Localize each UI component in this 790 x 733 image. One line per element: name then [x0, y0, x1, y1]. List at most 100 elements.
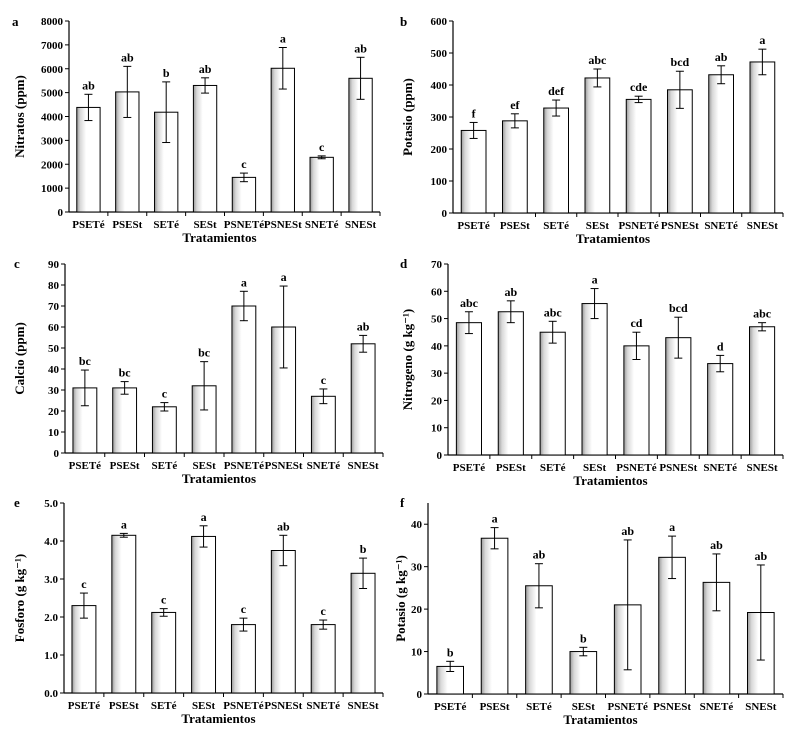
error-bar [490, 527, 499, 550]
x-tick-label: SETé [543, 220, 569, 232]
panel-c: c 0 10 20 30 40 50 60 70 80 90 bc PSETé bc PSESt c SETé b… [12, 256, 384, 486]
y-tick-label: 0 [417, 689, 423, 701]
significance-label: ab [754, 549, 767, 563]
bar [350, 572, 376, 694]
x-tick-label: PSNESt [653, 701, 691, 713]
significance-label: ab [504, 285, 517, 299]
significance-label: ab [354, 41, 367, 55]
y-tick-label: 40 [411, 519, 423, 531]
x-axis-label: Tratamientos [182, 230, 256, 245]
y-tick-label: 0 [54, 448, 60, 460]
significance-label: c [241, 157, 247, 171]
y-tick-label: 200 [431, 144, 448, 156]
x-tick-label: SETé [152, 460, 178, 472]
bar [230, 624, 256, 694]
x-tick-label: SNETé [305, 219, 339, 231]
y-axis-label: Nitratos (ppm) [12, 75, 27, 158]
y-axis-label: Fosforo (g kg⁻¹) [12, 554, 27, 643]
x-tick-label: SNESt [745, 701, 777, 713]
x-tick-label: PSNETé [618, 220, 658, 232]
bar [749, 61, 776, 214]
x-tick-label: PSESt [110, 460, 140, 472]
y-axis-label: Potasio (ppm) [400, 78, 415, 156]
error-bar [200, 361, 209, 411]
y-tick-label: 30 [431, 368, 443, 380]
x-tick-label: SETé [151, 700, 177, 712]
significance-label: a [280, 32, 286, 46]
significance-label: c [319, 140, 325, 154]
bar [708, 74, 734, 214]
bar [310, 395, 336, 454]
significance-label: abc [544, 305, 563, 319]
error-bar [446, 660, 455, 673]
error-bar [84, 93, 93, 122]
x-tick-label: PSNETé [616, 462, 656, 474]
panel-letter: b [400, 14, 407, 29]
y-tick-label: 60 [431, 286, 443, 298]
bar [749, 326, 776, 456]
bar [480, 537, 509, 695]
y-tick-label: 2.0 [44, 612, 58, 624]
error-bar [279, 285, 288, 369]
bar [658, 556, 686, 695]
significance-label: ab [277, 519, 290, 533]
x-tick-label: SESt [572, 701, 596, 713]
error-bar [279, 534, 288, 567]
y-axis-label: Potasio (g kg⁻¹) [393, 555, 408, 642]
bar [350, 343, 376, 454]
y-axis-label: Nitrogeno (g kg⁻¹) [400, 309, 415, 411]
error-bar [319, 388, 328, 405]
significance-label: b [163, 66, 170, 80]
y-tick-label: 10 [411, 647, 423, 659]
bar [310, 624, 336, 694]
x-tick-label: SNETé [704, 220, 738, 232]
significance-label: abc [753, 307, 772, 321]
x-tick-label: PSESt [480, 701, 510, 713]
significance-label: bcd [671, 55, 690, 69]
y-tick-label: 0 [437, 450, 443, 462]
error-bar [119, 532, 128, 538]
y-axis-label: Calcio (ppm) [12, 322, 27, 395]
error-bar [160, 402, 169, 412]
y-tick-label: 90 [48, 259, 60, 271]
error-bar [319, 619, 328, 630]
bar [539, 331, 566, 456]
bar [667, 89, 693, 214]
panel-d: d 0 10 20 30 40 50 60 70 abc PSETé ab PSESt abc SETé a S… [400, 256, 784, 488]
panel-letter: d [400, 256, 408, 271]
error-bar [317, 155, 326, 160]
error-bar [590, 288, 599, 320]
y-tick-label: 70 [431, 259, 443, 271]
error-bar [199, 525, 208, 548]
x-tick-label: PSNETé [224, 219, 264, 231]
error-bar [593, 68, 602, 88]
x-tick-label: PSESt [109, 700, 139, 712]
bar [270, 67, 295, 213]
significance-label: ab [621, 524, 634, 538]
panel-a: a010002000300040005000600070008000abPSET… [12, 14, 381, 245]
bar [192, 84, 218, 213]
y-tick-label: 1.0 [44, 650, 58, 662]
bar [569, 651, 598, 695]
significance-label: b [360, 542, 367, 556]
significance-label: abc [588, 53, 607, 67]
significance-label: c [81, 577, 87, 591]
x-axis-label: Tratamientos [181, 711, 255, 726]
error-bar [506, 300, 515, 324]
error-bar [758, 322, 767, 332]
y-tick-label: 3.0 [44, 574, 58, 586]
y-tick-label: 8000 [41, 16, 64, 28]
y-tick-label: 100 [431, 176, 448, 188]
bar [71, 605, 97, 694]
y-tick-label: 0.0 [44, 688, 58, 700]
error-bar [758, 48, 767, 76]
y-tick-label: 5000 [41, 88, 64, 100]
error-bar [239, 172, 248, 183]
error-bar [239, 290, 248, 322]
significance-label: cd [630, 316, 642, 330]
error-bar [548, 320, 557, 344]
significance-label: a [121, 517, 127, 531]
y-tick-label: 70 [48, 301, 60, 313]
significance-label: ef [510, 98, 520, 112]
error-bar [716, 354, 725, 373]
